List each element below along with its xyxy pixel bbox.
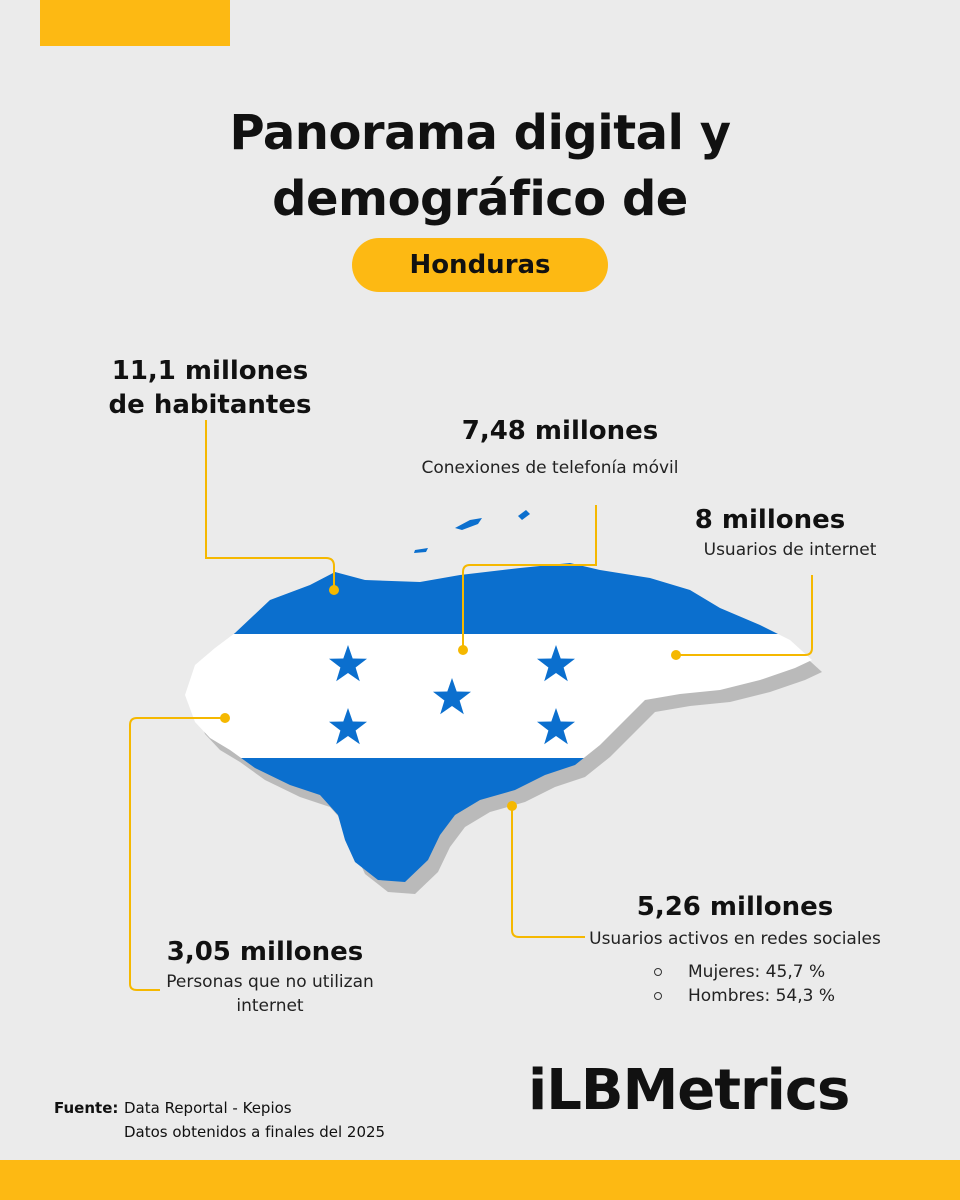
star xyxy=(329,645,367,682)
stat-label: Usuarios activos en redes sociales xyxy=(589,929,881,949)
stars xyxy=(329,645,575,745)
stat-value: 11,1 millones de habitantes xyxy=(108,356,312,420)
stat-label: Usuarios de internet xyxy=(703,540,877,560)
star xyxy=(537,645,575,682)
breakdown-item: Hombres: 54,3 % xyxy=(654,984,835,1008)
dot xyxy=(220,713,230,723)
stat-label: Conexiones de telefonía móvil xyxy=(421,458,679,478)
connector xyxy=(511,806,585,938)
stat-value: 7,48 millones xyxy=(461,416,659,446)
dot xyxy=(458,645,468,655)
brand-logo: iLBMetrics xyxy=(528,1058,850,1123)
island xyxy=(414,548,428,553)
stat-value: 8 millones xyxy=(694,505,846,535)
flag-stripe xyxy=(185,758,812,882)
island xyxy=(518,510,530,520)
connector xyxy=(462,505,597,650)
island xyxy=(455,518,482,530)
country-pill: Honduras xyxy=(352,238,608,292)
connector xyxy=(129,717,225,991)
islands xyxy=(414,510,530,553)
star xyxy=(433,678,471,715)
dot xyxy=(507,801,517,811)
connector xyxy=(676,575,813,656)
connector-dots xyxy=(220,585,681,811)
star xyxy=(329,708,367,745)
stat-label: Personas que no utilizan internet xyxy=(166,972,374,1016)
top-accent xyxy=(40,0,230,46)
source-label: Fuente: xyxy=(54,1099,119,1117)
source-line: Data Reportal - Kepios xyxy=(124,1099,292,1117)
bottom-bar xyxy=(0,1160,960,1200)
stat-value: 3,05 millones xyxy=(166,937,364,967)
dot xyxy=(329,585,339,595)
source-line: Datos obtenidos a finales del 2025 xyxy=(124,1123,386,1141)
stat-value: 5,26 millones xyxy=(636,892,834,922)
flag-stripe xyxy=(185,563,812,634)
connector xyxy=(205,420,335,590)
title-text: Panorama digital y demográfico de xyxy=(229,105,731,227)
flag-map xyxy=(185,563,812,882)
connectors xyxy=(129,420,813,991)
dot xyxy=(671,650,681,660)
star xyxy=(537,708,575,745)
title: Panorama digital y demográfico de xyxy=(0,100,960,232)
breakdown-item: Mujeres: 45,7 % xyxy=(654,960,825,984)
